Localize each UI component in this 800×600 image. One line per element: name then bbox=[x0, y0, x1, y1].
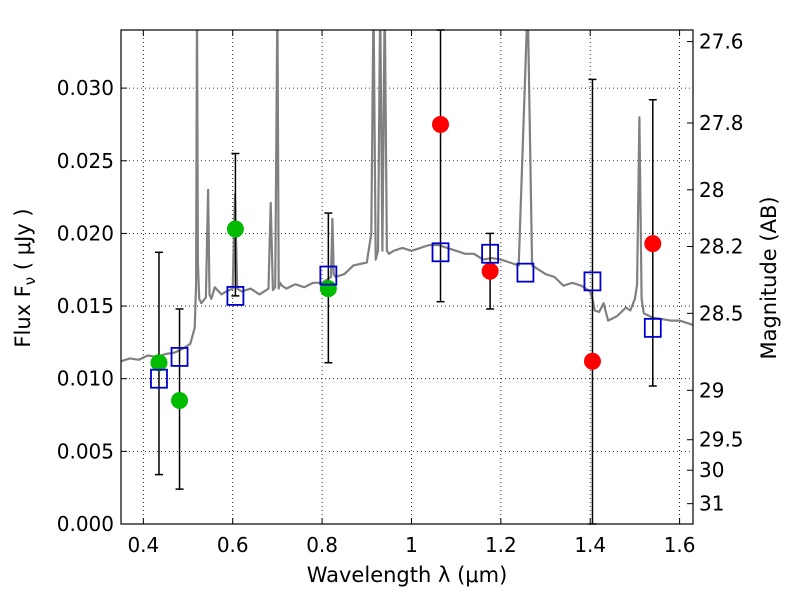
y-axis-label-subscript: ν bbox=[21, 277, 39, 285]
data-point bbox=[644, 235, 662, 253]
y-axis-label-main: Flux F bbox=[11, 285, 35, 347]
model-square bbox=[481, 243, 500, 264]
x-tick-label: 0.4 bbox=[127, 533, 159, 557]
y2-tick-label: 28.5 bbox=[699, 301, 744, 325]
y2-tick-label: 31 bbox=[699, 492, 724, 516]
y2-tick-label: 30 bbox=[699, 458, 724, 482]
model-square bbox=[170, 347, 189, 367]
y2-tick-label: 27.8 bbox=[699, 111, 744, 135]
model-square bbox=[643, 317, 662, 338]
data-point bbox=[226, 220, 244, 238]
model-square bbox=[319, 265, 338, 286]
data-point bbox=[319, 280, 337, 298]
y-tick-label: 0.015 bbox=[57, 294, 114, 318]
y-tick-label: 0.020 bbox=[57, 221, 114, 245]
y-tick-label: 0.000 bbox=[57, 512, 114, 536]
data-point bbox=[481, 262, 499, 280]
x-tick-label: 0.8 bbox=[306, 533, 338, 557]
spectrum-line bbox=[121, 30, 693, 363]
y-tick-label: 0.030 bbox=[57, 76, 114, 100]
x-tick-label: 1.4 bbox=[574, 533, 606, 557]
data-point bbox=[432, 115, 450, 133]
model-square bbox=[226, 285, 245, 306]
y-tick-label: 0.025 bbox=[57, 149, 114, 173]
model-square bbox=[431, 242, 450, 263]
y2-tick-label: 27.6 bbox=[699, 30, 744, 54]
y2-axis-label: Magnitude (AB) bbox=[757, 196, 781, 359]
x-tick-label: 1.6 bbox=[664, 533, 696, 557]
y-axis-label-units: ( μJy ) bbox=[11, 208, 35, 276]
x-axis-label: Wavelength λ (μm) bbox=[307, 563, 508, 587]
data-point bbox=[171, 392, 189, 409]
x-tick-label: 1.2 bbox=[485, 533, 517, 557]
y-axis-label: Flux Fν ( μJy ) bbox=[11, 208, 39, 347]
series-layer bbox=[121, 30, 693, 363]
y-tick-label: 0.005 bbox=[57, 439, 114, 463]
model-square bbox=[516, 262, 535, 283]
model-square bbox=[583, 271, 602, 292]
model-square bbox=[150, 368, 168, 389]
x-tick-label: 0.6 bbox=[217, 533, 249, 557]
y2-tick-label: 28.2 bbox=[699, 234, 744, 258]
y2-tick-label: 29 bbox=[699, 378, 724, 402]
ticks: 0.4 0.6 0.8 1 1.2 1.4 1.6 0.000 0.005 0.010 0.015 0… bbox=[57, 30, 744, 557]
data-point bbox=[150, 354, 168, 372]
y2-tick-label: 28 bbox=[699, 178, 724, 202]
data-point bbox=[583, 352, 601, 370]
y-tick-label: 0.010 bbox=[57, 367, 114, 391]
plot-frame bbox=[120, 29, 694, 525]
errorbar-layer bbox=[150, 29, 662, 525]
x-tick-label: 1 bbox=[405, 533, 418, 557]
y2-tick-label: 29.5 bbox=[699, 428, 744, 452]
